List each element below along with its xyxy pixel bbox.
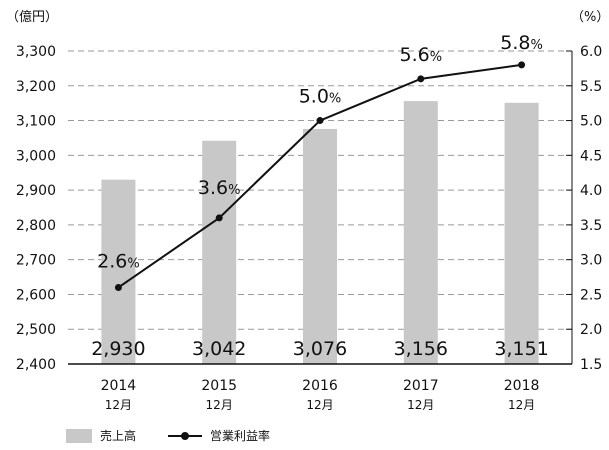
sales-bar [504,102,539,365]
category-year-label: 2015 [201,378,237,394]
category-month-label: 12月 [508,398,535,412]
sales-bar [403,101,438,364]
operating-margin-label: 5.0% [299,86,342,108]
operating-margin-point [114,283,122,291]
category-month-label: 12月 [306,398,333,412]
left-axis-unit-label: （億円） [6,10,59,25]
category-month-label: 12月 [105,398,132,412]
right-axis-tick-label: 4.5 [580,148,602,164]
right-axis-tick-label: 5.5 [580,79,602,95]
left-axis-tick-label: 2,800 [16,218,56,234]
left-axis-tick-label: 3,000 [16,148,56,164]
left-axis-tick-label: 3,100 [16,114,56,130]
category-month-label: 12月 [407,398,434,412]
operating-margin-point [518,61,526,69]
legend-bar-swatch [66,428,92,443]
operating-margin-point [316,117,324,125]
category-year-label: 2018 [504,378,540,394]
legend-item-operating-margin: 営業利益率 [168,427,270,444]
sales-bar [202,140,237,364]
left-axis-tick-label: 2,400 [16,357,56,373]
right-axis-tick-label: 2.5 [580,287,602,303]
operating-margin-label: 5.6% [400,44,443,66]
category-year-label: 2014 [101,378,137,394]
right-axis-tick-label: 2.0 [580,322,602,338]
right-axis-tick-label: 1.5 [580,357,602,373]
legend-line-swatch [168,429,202,443]
category-year-label: 2017 [403,378,439,394]
operating-margin-point [417,75,425,83]
sales-value-label: 3,151 [494,338,548,360]
operating-margin-label: 5.8% [500,32,543,54]
sales-value-label: 3,076 [293,338,347,360]
legend-label-operating-margin: 営業利益率 [210,429,271,443]
right-axis-tick-label: 6.0 [580,44,602,60]
right-axis-tick-label: 3.5 [580,218,602,234]
category-year-label: 2016 [302,378,338,394]
left-axis-tick-label: 2,600 [16,287,56,303]
operating-margin-point [215,214,223,222]
sales-value-label: 3,042 [192,338,246,360]
left-axis-tick-label: 2,700 [16,253,56,269]
sales-bar [303,128,337,364]
left-axis-tick-label: 3,200 [16,79,56,95]
sales-value-label: 2,930 [91,338,145,360]
operating-margin-label: 3.6% [198,177,241,199]
operating-margin-label: 2.6% [97,250,140,272]
legend-label-sales: 売上高 [100,429,137,443]
left-axis-tick-label: 2,500 [16,322,56,338]
category-month-label: 12月 [206,398,233,412]
legend-item-sales: 売上高 [66,427,136,444]
left-axis-tick-label: 2,900 [16,183,56,199]
sales-value-label: 3,156 [394,338,448,360]
left-axis-tick-label: 3,300 [16,44,56,60]
right-axis-tick-label: 4.0 [580,183,602,199]
right-axis-tick-label: 3.0 [580,253,602,269]
right-axis-unit-label: （%） [571,10,609,25]
sales-bar [101,179,136,364]
right-axis-tick-label: 5.0 [580,114,602,130]
